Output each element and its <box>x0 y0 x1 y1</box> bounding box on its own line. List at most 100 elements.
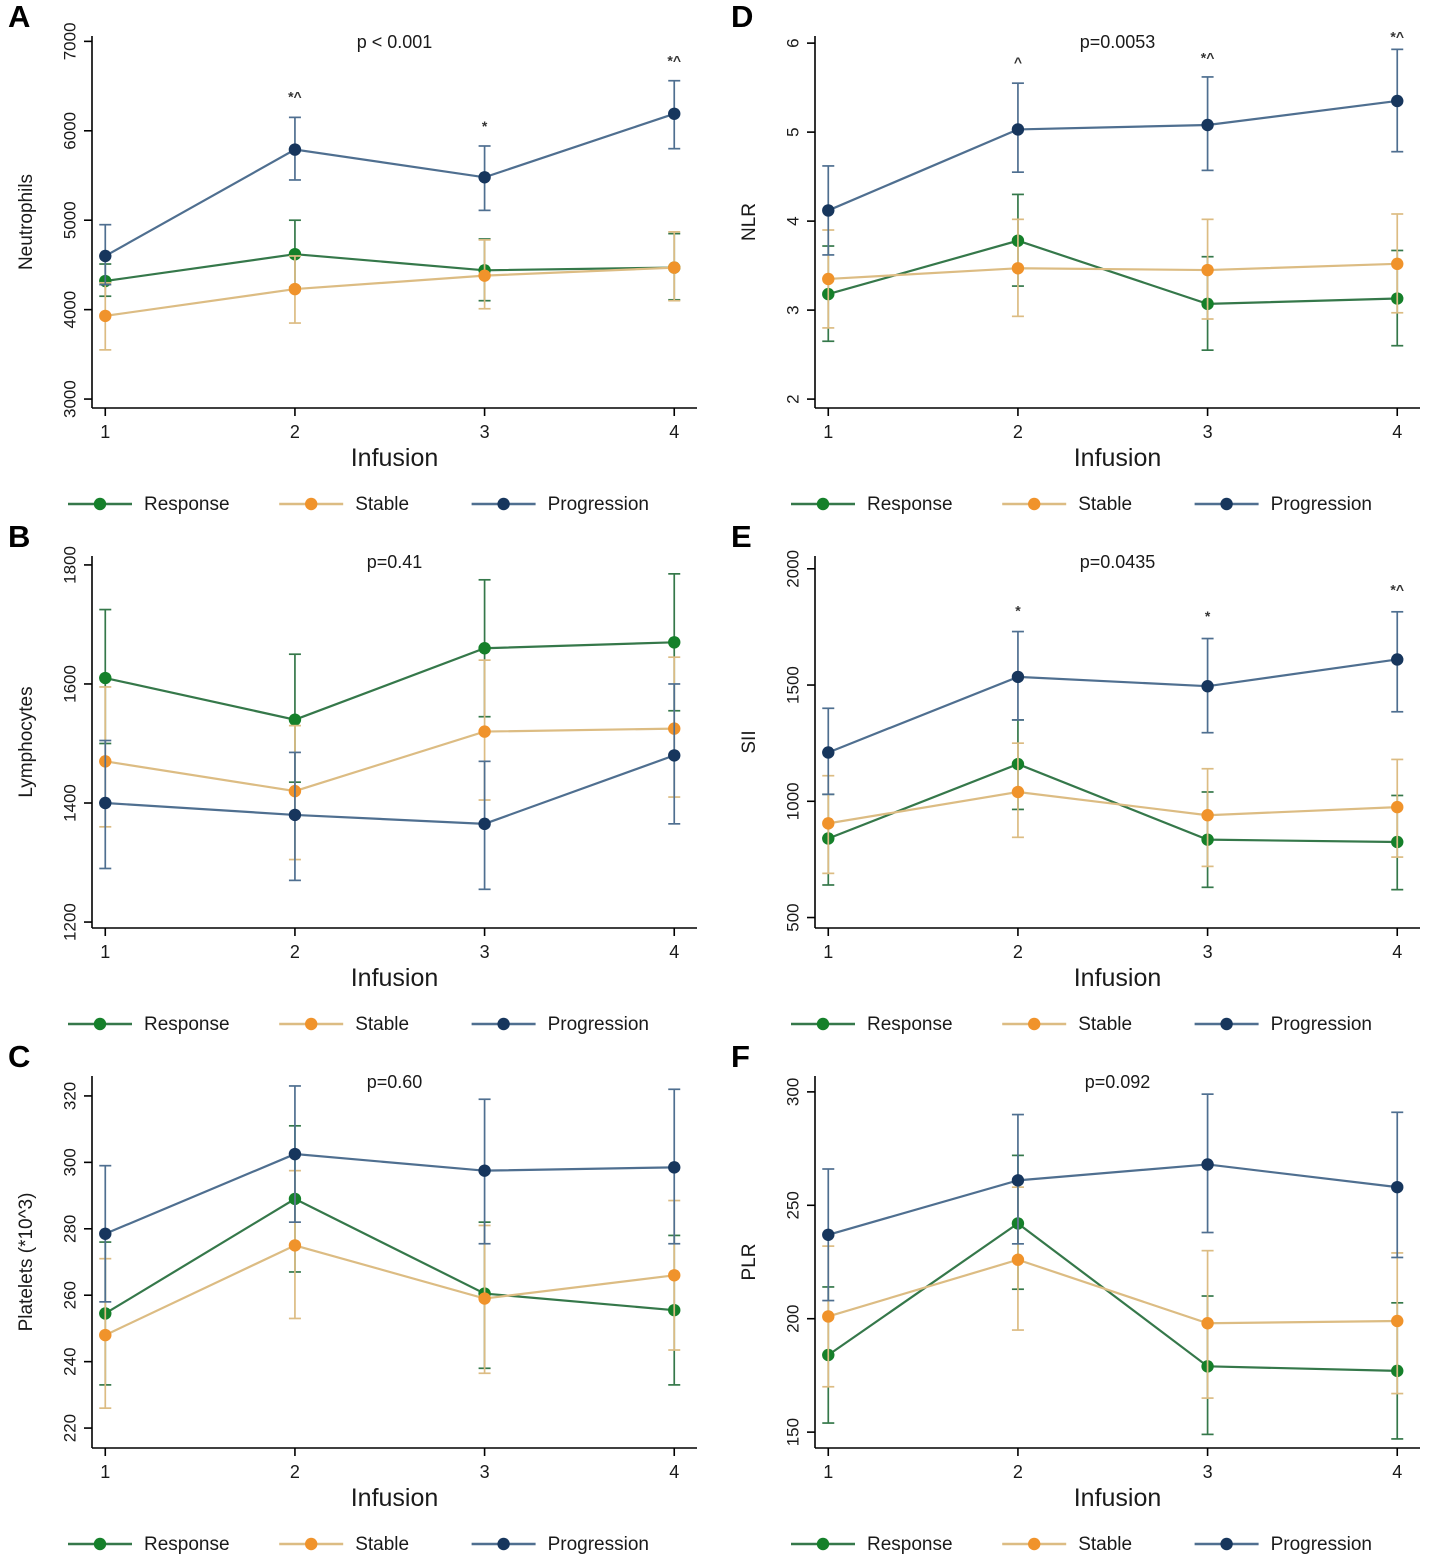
x-axis-title: Infusion <box>351 444 439 472</box>
series-response <box>822 193 1404 352</box>
legend-label: Response <box>867 494 953 515</box>
data-point <box>99 1227 112 1240</box>
y-axis-ticks: 500 1000 1500 2000 <box>783 550 815 932</box>
svg-text:220: 220 <box>60 1414 79 1442</box>
panel-B: B 1200 1400 1600 1800 1 2 3 4 p=0.41 Lymphocytes I… <box>0 519 723 1040</box>
data-point <box>1391 257 1404 271</box>
panel-letter-F: F <box>731 1039 750 1074</box>
significance-annotation: ^ <box>1014 54 1022 70</box>
svg-text:1: 1 <box>100 942 110 962</box>
svg-text:4: 4 <box>1392 1462 1402 1482</box>
svg-text:150: 150 <box>783 1418 802 1446</box>
series-stable <box>822 213 1404 329</box>
legend-item-stable: Stable <box>279 494 409 515</box>
legend-marker <box>497 1017 510 1031</box>
legend-marker <box>816 1537 830 1551</box>
svg-text:1000: 1000 <box>783 782 802 820</box>
panel-letter-A: A <box>8 0 31 34</box>
svg-text:240: 240 <box>60 1347 79 1375</box>
svg-text:4: 4 <box>669 942 679 962</box>
legend-item-stable: Stable <box>279 1534 409 1555</box>
p-value-label: p=0.0435 <box>1080 552 1156 572</box>
y-axis-ticks: 1200 1400 1600 1800 <box>60 546 92 941</box>
data-point <box>822 746 835 759</box>
legend-marker <box>93 1017 107 1031</box>
svg-text:2000: 2000 <box>783 550 802 588</box>
axes <box>91 36 697 409</box>
data-point <box>288 1239 302 1252</box>
significance-annotation: *^ <box>1390 28 1404 44</box>
p-value-label: p=0.0053 <box>1080 32 1156 52</box>
p-value-label: p=0.41 <box>367 552 423 572</box>
data-point <box>99 249 112 263</box>
data-point <box>668 636 681 649</box>
data-point <box>668 261 681 274</box>
legend-marker <box>1028 1537 1041 1551</box>
legend-label: Stable <box>1078 1014 1132 1035</box>
svg-text:7000: 7000 <box>60 22 79 60</box>
error-bars <box>99 656 681 861</box>
data-point <box>1391 94 1404 108</box>
legend-item-progression: Progression <box>471 1534 649 1555</box>
error-bars <box>822 742 1404 875</box>
series-response <box>822 719 1404 891</box>
y-axis-title: Lymphocytes <box>16 686 37 797</box>
data-point <box>99 671 112 685</box>
error-bars <box>99 573 681 784</box>
series-progression <box>99 1085 681 1303</box>
svg-text:1800: 1800 <box>60 546 79 584</box>
legend-marker <box>305 1017 318 1031</box>
error-bars <box>822 48 1404 256</box>
data-point <box>1011 670 1025 684</box>
series-progression <box>99 683 681 891</box>
x-axis-title: Infusion <box>1074 1484 1162 1512</box>
series-response <box>99 573 681 784</box>
series-line <box>827 1258 1398 1325</box>
svg-text:2: 2 <box>290 942 300 962</box>
series-progression <box>822 1093 1404 1302</box>
series-line <box>827 239 1398 305</box>
legend-label: Progression <box>548 494 649 515</box>
legend: Response Stable Progression <box>68 1534 649 1555</box>
data-point <box>822 272 835 286</box>
svg-text:200: 200 <box>783 1305 802 1333</box>
svg-text:3: 3 <box>480 422 490 442</box>
data-point <box>1011 1174 1025 1187</box>
legend-marker <box>816 497 830 511</box>
legend-label: Response <box>867 1534 953 1555</box>
p-value-label: p=0.092 <box>1085 1072 1151 1092</box>
legend-label: Progression <box>548 1014 649 1035</box>
svg-text:1500: 1500 <box>783 666 802 704</box>
legend-item-progression: Progression <box>1194 494 1372 515</box>
x-axis-title: Infusion <box>1074 444 1162 472</box>
series-progression <box>99 79 681 286</box>
series-response <box>822 1154 1404 1440</box>
error-bars <box>822 610 1404 796</box>
series-line <box>105 253 675 283</box>
data-point <box>288 713 302 726</box>
error-bars <box>99 1085 681 1303</box>
y-axis-ticks: 3000 4000 5000 6000 7000 <box>60 22 92 418</box>
panel-letter-D: D <box>731 0 754 34</box>
svg-text:1: 1 <box>100 1462 110 1482</box>
series-line <box>827 658 1398 754</box>
error-bars <box>822 1154 1404 1440</box>
svg-text:3: 3 <box>1203 1462 1213 1482</box>
data-point <box>1201 680 1214 693</box>
data-point <box>288 143 302 156</box>
svg-text:260: 260 <box>60 1281 79 1309</box>
chart-lymphocytes: 1200 1400 1600 1800 1 2 3 4 p=0.41 Lymphocytes Inf… <box>16 546 697 1035</box>
data-point <box>288 282 302 296</box>
data-point <box>822 817 835 830</box>
axes <box>91 1076 697 1449</box>
legend: Response Stable Progression <box>791 1534 1372 1555</box>
svg-text:1: 1 <box>100 422 110 442</box>
svg-text:2: 2 <box>783 394 802 403</box>
significance-annotation: * <box>482 118 488 134</box>
svg-text:1400: 1400 <box>60 784 79 822</box>
data-point <box>668 107 681 120</box>
chart-neutrophils: 3000 4000 5000 6000 7000 1 2 3 4 p < 0.001 Neutrop… <box>16 22 697 515</box>
y-axis-title: Neutrophils <box>16 174 37 270</box>
svg-text:4000: 4000 <box>60 291 79 329</box>
